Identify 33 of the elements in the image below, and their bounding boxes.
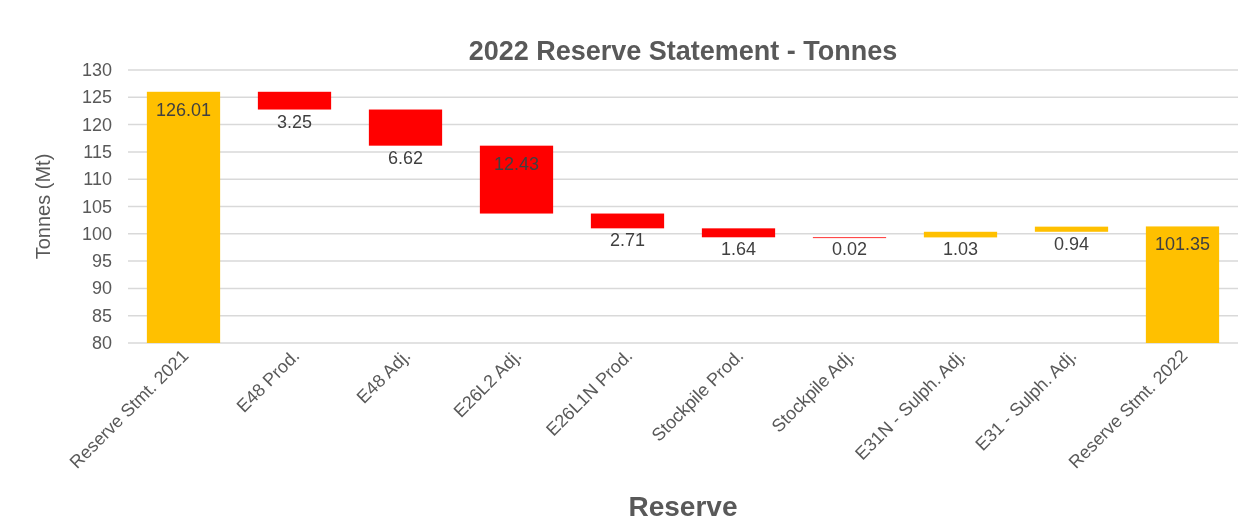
bar [590, 213, 665, 229]
y-axis-title: Tonnes (Mt) [32, 153, 54, 260]
data-label: 1.03 [942, 239, 979, 260]
y-tick-label: 115 [83, 141, 112, 162]
y-tick-label: 85 [91, 305, 112, 326]
data-label: 6.62 [387, 147, 424, 168]
data-label: 0.02 [831, 239, 868, 260]
y-tick-label: 80 [91, 333, 112, 353]
bar [368, 109, 443, 146]
y-tick-label: 90 [91, 278, 112, 299]
data-label: 101.35 [1154, 234, 1211, 255]
data-label: 126.01 [155, 99, 212, 120]
y-tick-label: 95 [91, 251, 112, 272]
x-axis-title: Reserve [628, 491, 738, 522]
y-tick-label: 110 [83, 169, 112, 190]
y-tick-label: 120 [81, 114, 112, 135]
data-label: 2.71 [609, 230, 646, 251]
y-tick-label: 130 [81, 60, 112, 80]
chart-title: 2022 Reserve Statement - Tonnes [468, 36, 898, 66]
y-tick-label: 100 [81, 223, 112, 244]
y-tick-label: 125 [81, 87, 112, 108]
bar [1145, 226, 1220, 343]
x-tick-label: E48 Adj. [352, 345, 415, 408]
bar [257, 91, 332, 110]
bar [701, 228, 776, 238]
data-label: 3.25 [276, 111, 313, 132]
bar [146, 91, 221, 343]
bar [1034, 226, 1109, 232]
data-label: 0.94 [1053, 233, 1090, 254]
bar [479, 145, 554, 214]
y-tick-label: 105 [81, 196, 112, 217]
data-label: 12.43 [493, 153, 540, 174]
data-label: 1.64 [720, 239, 757, 260]
